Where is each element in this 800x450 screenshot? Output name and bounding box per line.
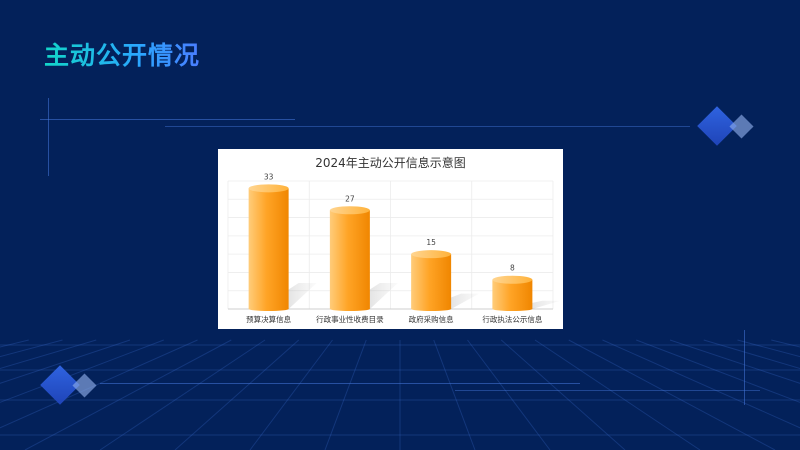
chart-title: 2024年主动公开信息示意图 [315,155,466,170]
chart-bars [248,184,561,311]
bar [329,210,370,311]
x-tick-label: 预算决算信息 [246,314,291,324]
right-vertical-line [744,330,745,405]
bar-cap [248,184,289,193]
bar-cap [492,275,533,284]
top-right-horizontal-line [165,126,690,127]
x-tick-label: 行政执法公示信息 [482,314,542,324]
left-vertical-line [48,98,49,176]
x-tick-label: 政府采购信息 [409,314,454,324]
page-title: 主动公开情况 [44,36,200,72]
chart-labels: 33 预算决算信息 27 行政事业性收费目录 15 政府采购信息 8 行政执法公示信息 [246,172,543,324]
bottom-right-horizontal-line [455,390,760,391]
x-tick-label: 行政事业性收费目录 [316,314,384,324]
bar-chart: 2024年主动公开信息示意图 33 预算决算信息 27 行政事业性收费目录 15 政府采购… [227,155,561,324]
bar [492,279,533,311]
top-horizontal-line [40,119,295,120]
data-label: 8 [510,264,515,273]
data-label: 15 [426,238,436,247]
chart-card: 2024年主动公开信息示意图 33 预算决算信息 27 行政事业性收费目录 15 政府采购… [218,149,563,329]
bar [411,254,452,311]
data-label: 33 [264,172,274,181]
bottom-horizontal-line [100,383,580,384]
bar [248,188,289,311]
data-label: 27 [345,194,355,203]
bar-cap [411,250,452,259]
bar-cap [329,206,370,215]
